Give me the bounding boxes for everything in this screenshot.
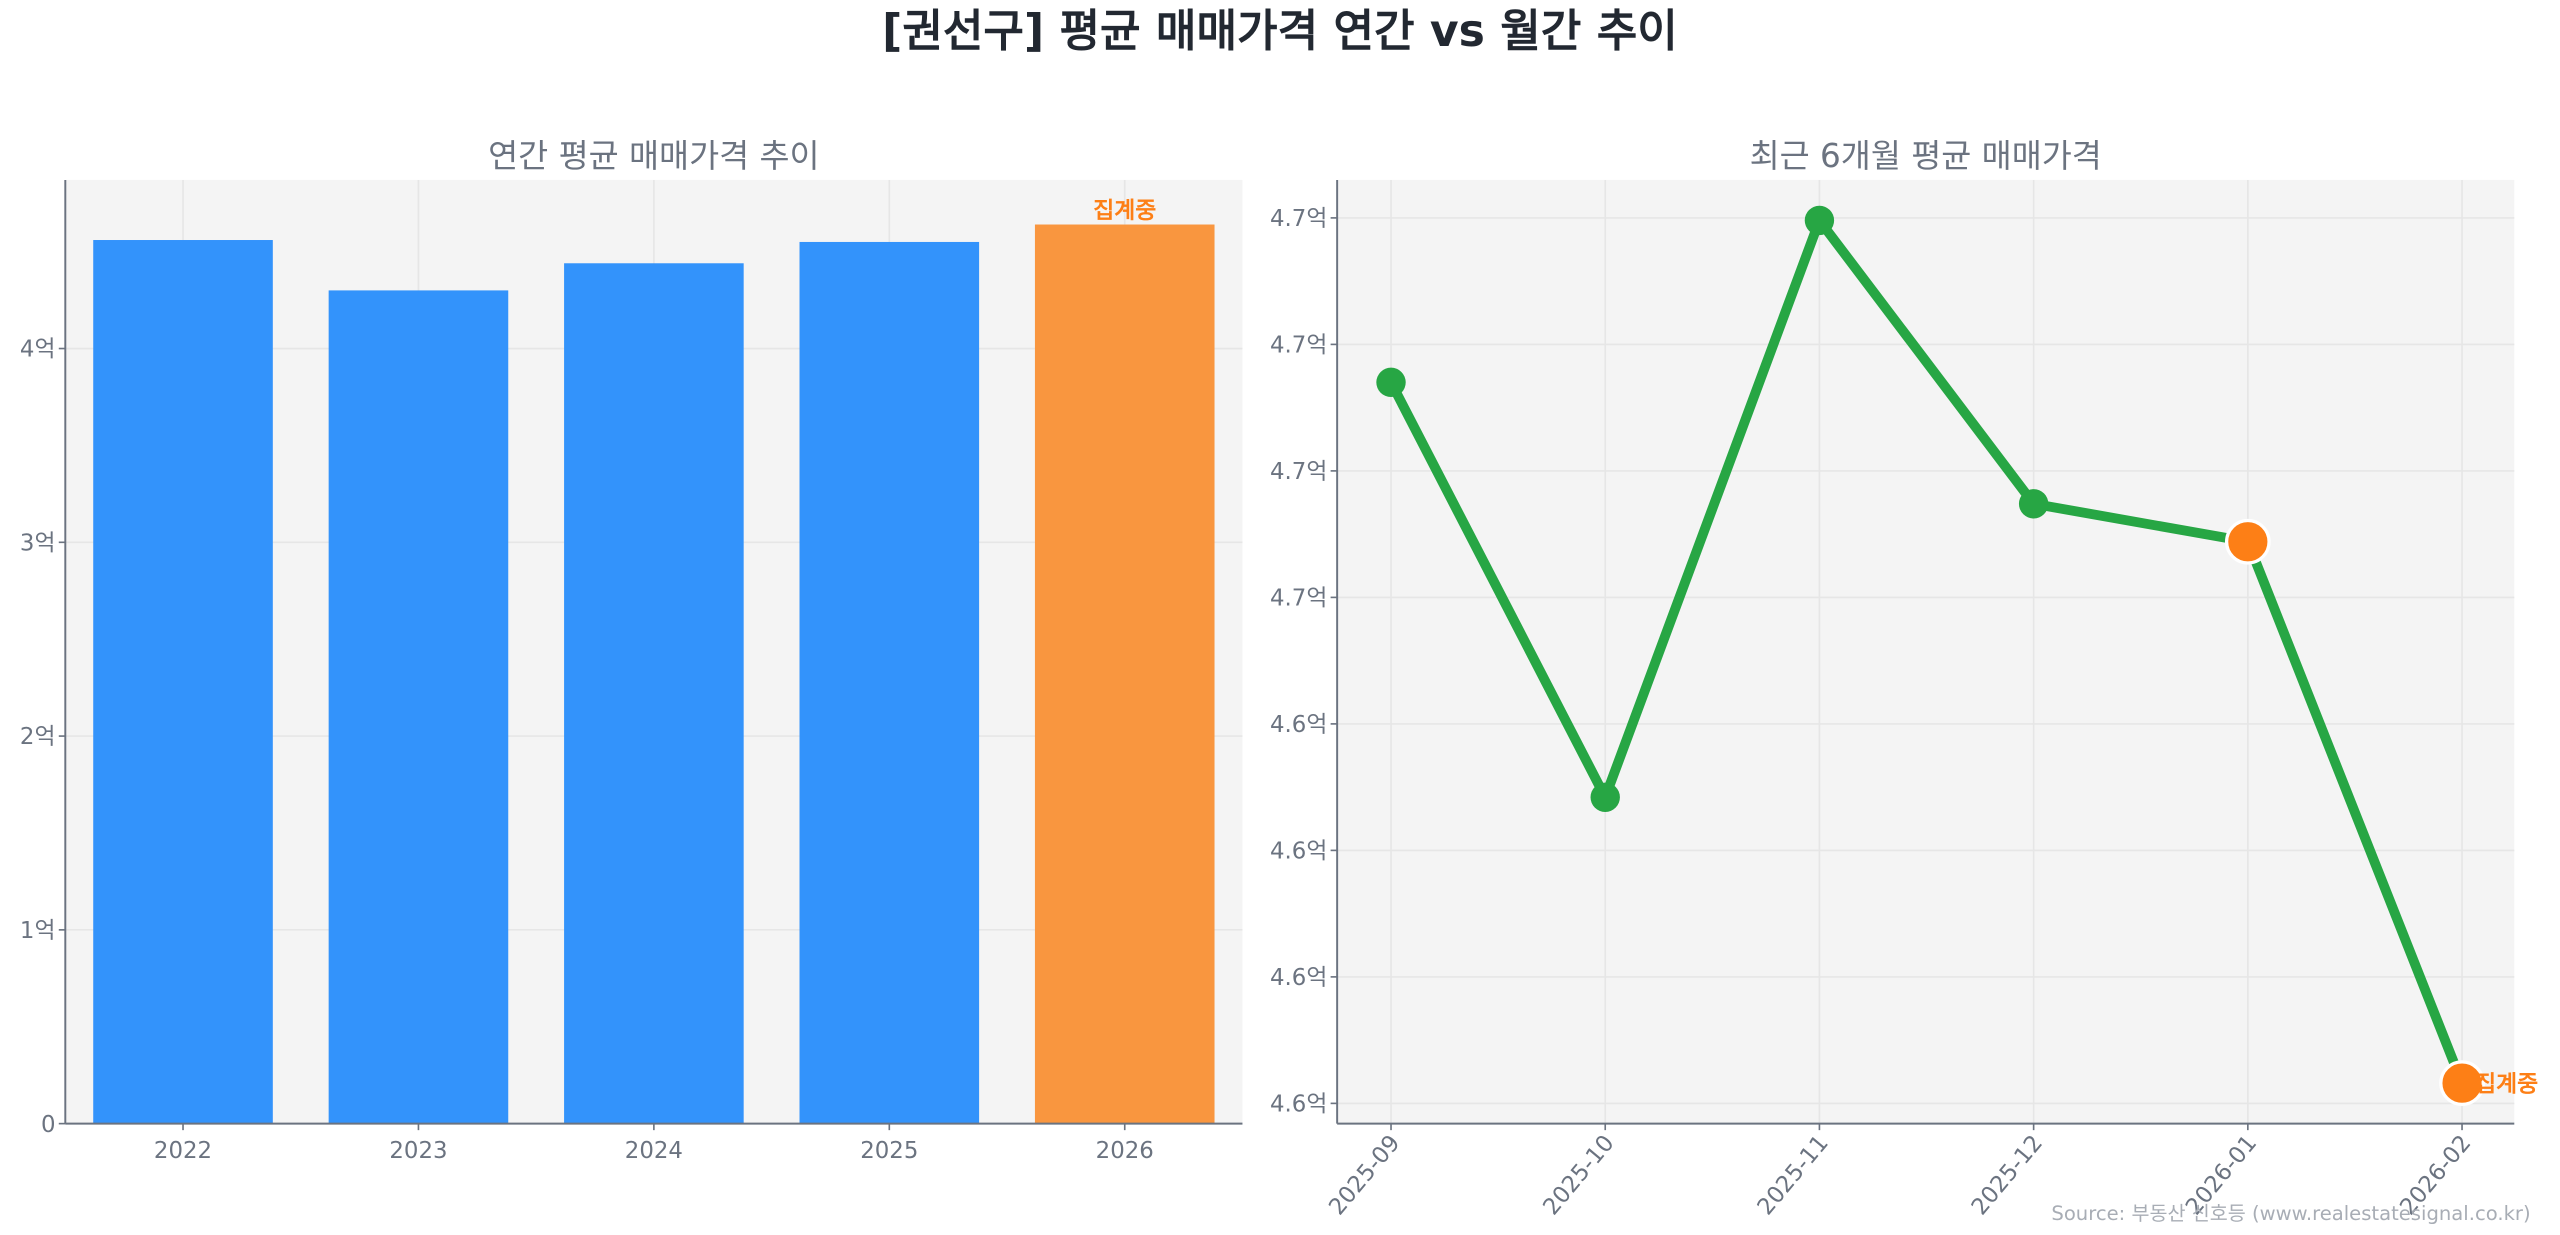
monthly-line-chart: 최근 6개월 평균 매매가격 2025-09 2025-10 2025-11 2025-…	[1270, 137, 2538, 1220]
x-tick-label: 2023	[389, 1138, 447, 1164]
data-point-2025-09	[1376, 367, 1406, 398]
x-tick-label: 2025	[860, 1138, 918, 1164]
y-tick-label: 4억	[20, 337, 56, 363]
y-tick-label: 4.7억	[1270, 333, 1327, 359]
partial-point-2026-01	[2224, 518, 2271, 565]
y-tick-label: 4.6억	[1270, 965, 1327, 991]
y-tick-label: 4.7억	[1270, 586, 1327, 612]
annual-bar-chart: 연간 평균 매매가격 추이 0 1억 2억 3억 4억 2022 2023 2024 2025 20…	[20, 137, 1243, 1164]
partial-annotation: 집계중	[1093, 198, 1156, 224]
partial-point-2026-02	[2439, 1060, 2485, 1107]
subplot-title: 최근 6개월 평균 매매가격	[1750, 137, 2102, 175]
x-tick-label: 2025-12	[1967, 1130, 2048, 1220]
x-tick-label: 2025-11	[1753, 1130, 1834, 1220]
y-tick-label: 1억	[20, 918, 56, 944]
y-tick-label: 4.6억	[1270, 712, 1327, 738]
source-note: Source: 부동산 신호등 (www.realestatesignal.co…	[2051, 1202, 2530, 1225]
y-tick-label: 4.7억	[1270, 206, 1327, 232]
series-line	[1386, 215, 2467, 1085]
bar-2026	[1034, 224, 1215, 1124]
y-tick-label: 0	[41, 1112, 56, 1138]
y-tick-label: 2억	[20, 724, 56, 750]
y-tick-label: 4.6억	[1270, 1092, 1327, 1118]
y-tick-label: 4.7억	[1270, 459, 1327, 485]
bar-2022	[93, 240, 273, 1124]
y-tick-label: 4.6억	[1270, 839, 1327, 865]
x-tick-label: 2024	[625, 1138, 683, 1164]
data-point-2025-12	[2018, 489, 2049, 519]
data-point-2025-10	[1590, 782, 1620, 812]
figure-title: [권선구] 평균 매매가격 연간 vs 월간 추이	[882, 6, 1678, 57]
plot-area	[1337, 179, 2515, 1124]
x-tick-label: 2022	[154, 1138, 212, 1164]
data-point-2025-11	[1804, 205, 1835, 236]
x-tick-label: 2025-09	[1324, 1130, 1405, 1220]
y-tick-label: 3억	[20, 530, 56, 556]
subplot-title: 연간 평균 매매가격 추이	[488, 137, 819, 175]
x-tick-label: 2026	[1096, 1138, 1154, 1164]
bar-2023	[328, 290, 509, 1124]
x-tick-label: 2025-10	[1538, 1130, 1619, 1220]
bar-2024	[564, 263, 744, 1124]
partial-annotation: 집계중	[2475, 1071, 2538, 1097]
bar-2025	[799, 241, 980, 1124]
